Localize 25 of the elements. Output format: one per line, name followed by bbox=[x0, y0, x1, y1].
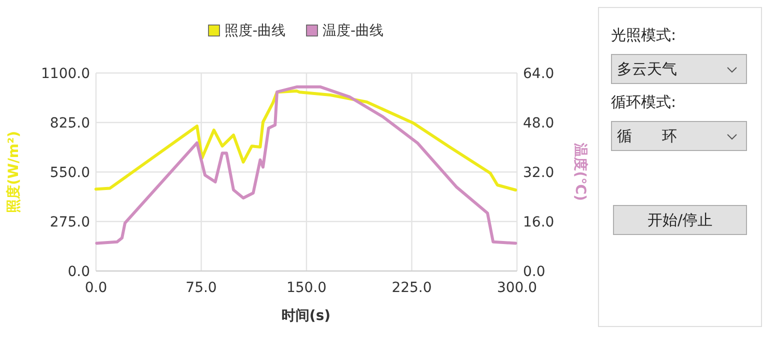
x-tick-label: 0.0 bbox=[84, 280, 108, 296]
y-tick-label: 550.0 bbox=[50, 165, 90, 181]
x-tick-label: 300.0 bbox=[496, 280, 538, 296]
y2-tick-label: 16.0 bbox=[523, 214, 554, 230]
text: 多云天气 bbox=[617, 60, 677, 78]
y2-tick-label: 64.0 bbox=[523, 66, 554, 82]
y-tick-label: 825.0 bbox=[50, 116, 90, 132]
y2-tick-label: 48.0 bbox=[523, 116, 554, 132]
y2-tick-label: 32.0 bbox=[523, 165, 554, 181]
y2-tick-label: 0.0 bbox=[523, 264, 546, 280]
x-tick-label: 75.0 bbox=[186, 280, 217, 296]
y-axis-title: 照度(W/m²) bbox=[5, 130, 22, 214]
x-axis-title: 时间(s) bbox=[281, 308, 331, 324]
x-tick-label: 150.0 bbox=[286, 280, 327, 296]
text: 循环模式: bbox=[611, 93, 676, 111]
text: 循 环 bbox=[617, 127, 677, 145]
legend-label: 照度-曲线 bbox=[224, 23, 286, 39]
x-tick-label: 225.0 bbox=[392, 280, 432, 296]
y-tick-label: 0.0 bbox=[68, 264, 90, 280]
text: 开始/停止 bbox=[647, 211, 713, 229]
y2-axis-title: 温度(℃) bbox=[572, 142, 589, 201]
legend-label: 温度-曲线 bbox=[322, 23, 384, 39]
y-tick-label: 275.0 bbox=[50, 214, 90, 230]
y-tick-label: 1100.0 bbox=[41, 66, 90, 82]
text: 光照模式: bbox=[611, 26, 676, 44]
